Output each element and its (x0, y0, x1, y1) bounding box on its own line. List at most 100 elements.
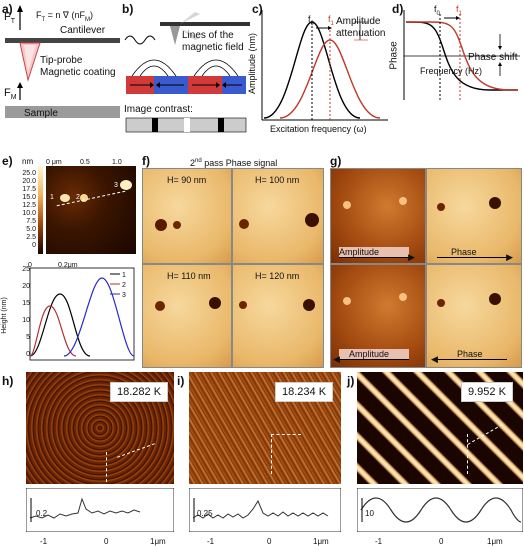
panel-d: d) f0 f1 Phase shift Phase Frequency (Hz… (388, 0, 524, 140)
sample-label: Sample (24, 108, 58, 119)
i-xtick-2: 1μm (313, 537, 329, 546)
g-phase-top-arrow: Phase ▶ (437, 247, 513, 262)
panel-i: i) 18.234 K 0.25 -1 0 1μm (175, 372, 345, 550)
g-phase-bottom: ◀ Phase (426, 264, 522, 368)
h-profile (26, 488, 174, 532)
panel-g: g) Amplitude ▶ Phase ▶ ◀ Amplitude ◀ Phase (326, 152, 524, 370)
fm-label: FM (4, 87, 17, 102)
d-f0-label: f0 (434, 4, 440, 17)
h-scale: 0.2 (36, 509, 48, 518)
g-phase-top: Phase ▶ (426, 168, 522, 264)
e-marker-1: 1 (50, 194, 54, 201)
profile-ylabel: Height (nm) (0, 297, 8, 334)
profile-series-2 (29, 305, 77, 357)
j-profile (357, 488, 523, 532)
ft-label: FT (4, 11, 16, 26)
h-xtick-0: -1 (40, 537, 48, 546)
f-tile-110: H= 110 nm (142, 264, 232, 368)
panel-a: a) FT FT = n ∇ (nFM) Cantilever Tip-prob… (0, 0, 120, 140)
chart-d (403, 10, 520, 100)
attenuation-label-2: attenuation (336, 28, 386, 39)
i-xtick-0: -1 (207, 537, 215, 546)
e-xtick-2: 1.0 (112, 159, 122, 166)
e-colorbar (38, 166, 43, 254)
profile-xlabel: 0.2μm (58, 262, 78, 269)
profile-yticks: 25 20 15 10 5 0 (22, 266, 30, 358)
e-scale-ticks: 25.0 20.0 17.5 15.0 12.5 10.0 7.5 5.0 2.… (22, 170, 36, 249)
f0-label: f0 (308, 14, 314, 27)
phase-shift-label: Phase shift (468, 52, 518, 63)
panel-b-diagram (124, 12, 250, 133)
j-badge: 9.952 K (461, 382, 513, 402)
f-tile-120: H= 120 nm (232, 264, 324, 368)
panel-e-label: e) (2, 154, 13, 168)
j-xtick-0: -1 (375, 537, 383, 546)
image-contrast-label: Image contrast: (124, 104, 193, 115)
h-xtick-1: 0 (104, 537, 109, 546)
panel-h: h) 18.282 K 0.2 -1 0 1μm (0, 372, 175, 550)
g-amp-top-arrow: Amplitude ▶ (339, 247, 415, 262)
i-badge: 18.234 K (275, 382, 334, 402)
f1-label: f1 (328, 14, 334, 27)
profile-xtick-0: 0 (28, 262, 32, 269)
panel-c-label: c) (252, 2, 263, 16)
panel-g-label: g) (330, 154, 342, 168)
panel-d-label: d) (392, 2, 404, 16)
panel-j-label: j) (347, 374, 355, 388)
e-afm-image (46, 166, 136, 254)
panel-f: f) 2nd pass Phase signal H= 90 nm H= 100… (140, 152, 326, 370)
h-xtick-2: 1μm (150, 537, 166, 546)
f-tile-90: H= 90 nm (142, 168, 232, 264)
panel-h-label: h) (2, 374, 14, 388)
phase-curve-f0 (405, 21, 518, 91)
chart-c (261, 10, 388, 121)
i-profile (189, 488, 341, 532)
f-title: 2nd pass Phase signal (190, 158, 278, 168)
cantilever-label: Cantilever (60, 25, 106, 36)
chart-c-ylabel: Amplitude (nm) (247, 32, 258, 95)
h-badge: 18.282 K (110, 382, 169, 402)
profile-series-1 (29, 293, 91, 357)
panel-a-diagram (5, 5, 120, 118)
j-xtick-1: 0 (439, 537, 444, 546)
chart-e-profile (29, 267, 135, 361)
ft-equation: FT = n ∇ (nFM) (36, 10, 93, 23)
e-unit-label: nm (22, 157, 34, 166)
panel-c: c) f0 f1 Amplitude attenuation Amplitude… (247, 0, 390, 140)
phase-curve-f1 (406, 21, 518, 91)
f-tile-90-label: H= 90 nm (167, 175, 207, 185)
panel-b: b) Lines of the magnetic field Image con… (120, 0, 250, 140)
panel-e: e) nm 25.0 20.0 17.5 15.0 12.5 10.0 7.5 … (0, 152, 140, 370)
f-tile-100: H= 100 nm (232, 168, 324, 264)
g-phase-bottom-arrow: ◀ Phase (431, 349, 507, 364)
e-marker-2: 2 (76, 194, 80, 201)
e-xtick-1: 0.5 (80, 159, 90, 166)
d-f1-label: f1 (456, 4, 462, 17)
f-tile-120-label: H= 120 nm (255, 271, 300, 281)
g-amp-top: Amplitude ▶ (330, 168, 426, 264)
g-amp-bottom-arrow: ◀ Amplitude (333, 349, 409, 364)
panel-a-label: a) (2, 2, 13, 16)
chart-c-xlabel: Excitation frequency (ω) (270, 124, 367, 134)
attenuation-label: Amplitude (336, 16, 381, 27)
field-lines-label-2: magnetic field (182, 42, 244, 53)
f-tile-110-label: H= 110 nm (167, 271, 211, 281)
i-xtick-1: 0 (267, 537, 272, 546)
j-scale: 10 (365, 509, 374, 518)
panel-i-label: i) (177, 374, 185, 388)
profile-legend-1: 1 (122, 272, 126, 279)
profile-series-3 (63, 277, 135, 357)
i-scale: 0.25 (197, 509, 213, 518)
j-xtick-2: 1μm (487, 537, 503, 546)
f-tile-100-label: H= 100 nm (255, 175, 300, 185)
panel-j: j) 9.952 K 10 -1 0 1μm (345, 372, 524, 550)
magnetic-coating-label: Magnetic coating (40, 67, 116, 78)
profile-legend-3: 3 (122, 292, 126, 299)
chart-d-ylabel: Phase (388, 41, 400, 70)
e-marker-3: 3 (114, 182, 118, 189)
e-xtick-0: 0 μm (46, 159, 62, 166)
field-lines-label: Lines of the (182, 30, 234, 41)
panel-f-label: f) (142, 154, 150, 168)
panel-b-label: b) (122, 2, 134, 16)
chart-d-xlabel: Frequency (Hz) (420, 66, 483, 76)
